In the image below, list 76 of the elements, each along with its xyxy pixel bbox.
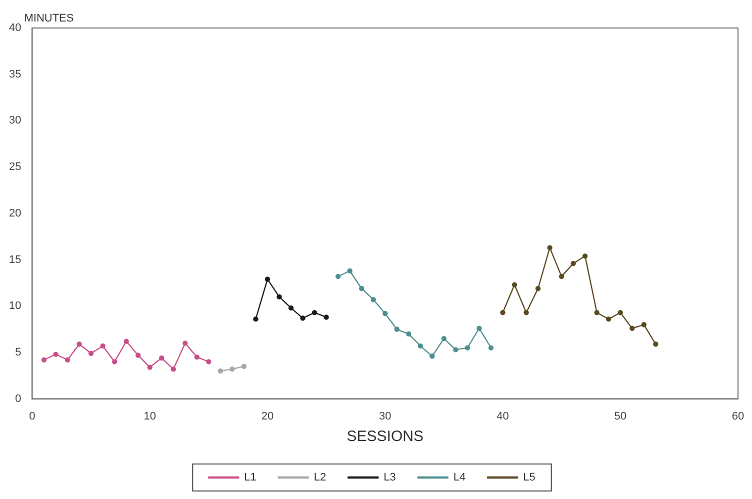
legend-label: L4 — [453, 472, 466, 484]
point — [218, 368, 224, 374]
point — [64, 357, 70, 362]
point — [147, 364, 152, 370]
y-tick-label: 20 — [8, 207, 22, 220]
point — [418, 343, 424, 349]
x-tick-label: 10 — [144, 410, 156, 422]
x-tick-label: 50 — [614, 410, 626, 422]
point — [288, 305, 294, 311]
point — [488, 345, 494, 350]
point — [41, 357, 47, 362]
point — [406, 331, 412, 337]
point — [358, 286, 364, 292]
point — [570, 260, 576, 266]
legend-label: L1 — [244, 472, 256, 484]
y-axis-title: MINUTES — [24, 12, 74, 25]
point — [370, 297, 376, 302]
point — [159, 355, 164, 361]
point — [382, 310, 388, 316]
y-tick-label: 0 — [15, 392, 22, 405]
point — [264, 276, 270, 282]
point — [547, 245, 552, 250]
point — [500, 310, 506, 316]
point — [535, 286, 541, 292]
point — [453, 347, 458, 352]
legend-label: L3 — [384, 472, 396, 484]
point — [182, 340, 188, 346]
point — [558, 274, 564, 280]
y-tick-label: 15 — [8, 254, 22, 266]
point — [594, 310, 600, 316]
point — [100, 343, 106, 349]
point — [312, 310, 318, 316]
point — [653, 342, 658, 347]
point — [53, 352, 58, 357]
y-tick-label: 25 — [8, 161, 22, 174]
point — [476, 326, 482, 331]
point — [276, 294, 282, 300]
point — [512, 282, 518, 288]
x-axis-title: SESSIONS — [346, 428, 424, 446]
y-tick-label: 30 — [8, 114, 22, 127]
point — [253, 316, 258, 322]
point — [230, 366, 235, 372]
x-tick-label: 30 — [378, 410, 392, 422]
legend-label: L5 — [523, 472, 536, 484]
x-tick-label: 20 — [261, 410, 274, 422]
point — [241, 364, 247, 369]
point — [606, 316, 612, 322]
point — [441, 336, 447, 342]
point — [124, 338, 129, 344]
point — [394, 326, 400, 332]
x-tick-label: 40 — [496, 410, 509, 422]
point — [630, 326, 635, 331]
point — [618, 310, 623, 316]
point — [88, 350, 94, 356]
point — [300, 316, 306, 321]
y-tick-label: 5 — [15, 346, 22, 358]
point — [524, 310, 529, 316]
x-tick-label: 0 — [29, 410, 36, 422]
y-tick-label: 40 — [8, 22, 22, 34]
y-tick-label: 10 — [8, 300, 22, 312]
point — [335, 274, 341, 280]
point — [194, 354, 200, 360]
point — [136, 352, 141, 358]
point — [430, 354, 435, 359]
point — [347, 268, 352, 274]
point — [76, 342, 82, 347]
point — [641, 322, 646, 328]
point — [112, 359, 118, 364]
legend-label: L2 — [314, 472, 326, 484]
point — [170, 366, 176, 372]
x-tick-label: 60 — [732, 410, 744, 422]
y-tick-label: 35 — [8, 68, 22, 80]
point — [582, 253, 588, 259]
point — [324, 314, 329, 320]
point — [206, 359, 212, 364]
point — [464, 345, 470, 350]
